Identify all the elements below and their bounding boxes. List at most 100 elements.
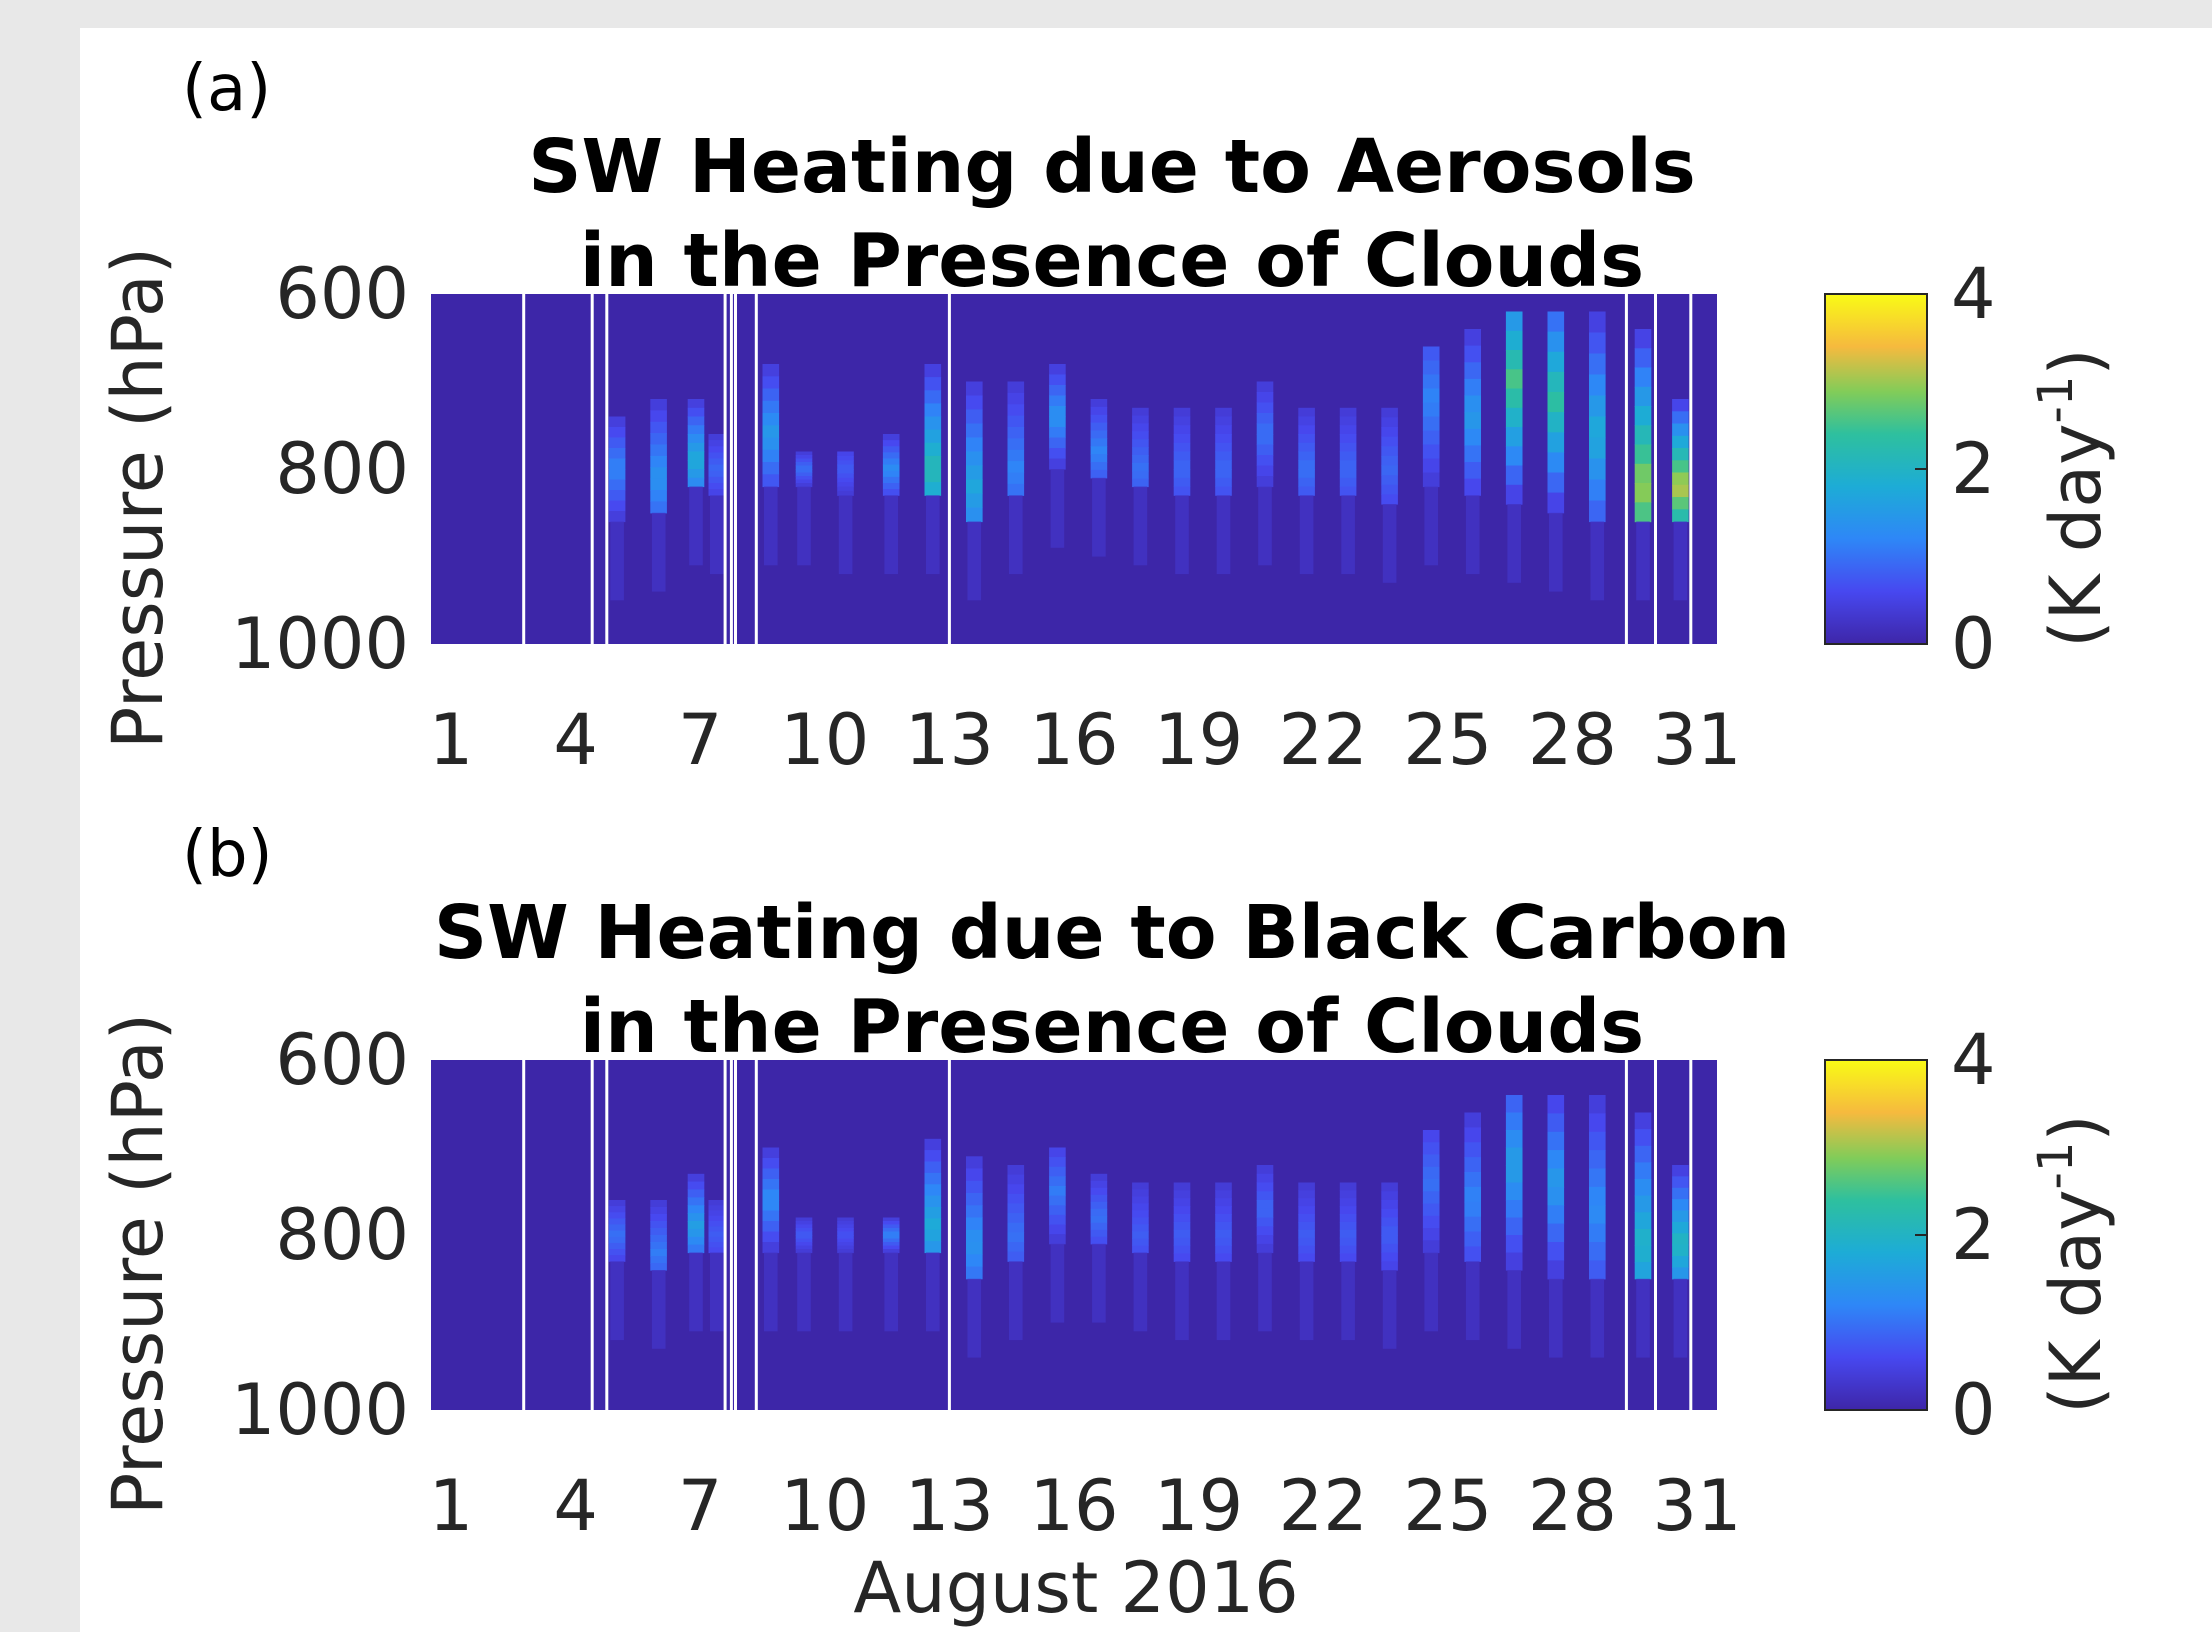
heating-column <box>1422 1130 1440 1332</box>
heating-cell <box>1049 1166 1066 1177</box>
heating-cell <box>1381 494 1398 505</box>
heating-cell <box>1256 1165 1274 1175</box>
heating-cell <box>966 479 983 495</box>
heating-cell <box>882 446 900 453</box>
x-tick-label: 28 <box>1528 699 1617 781</box>
heating-cell <box>1298 477 1315 488</box>
heating-cell <box>708 1205 726 1212</box>
heating-cell <box>1049 1234 1066 1245</box>
heating-cell <box>924 1150 942 1163</box>
heating-cell <box>1298 434 1315 444</box>
heating-cell <box>1464 1216 1481 1233</box>
heating-cell <box>1298 486 1315 496</box>
heating-cell-tail <box>1050 1243 1065 1323</box>
heating-cell <box>966 493 983 509</box>
heating-cell <box>708 434 726 441</box>
heating-column <box>1256 1165 1274 1332</box>
heating-cell-tail <box>1299 495 1314 575</box>
heating-cell <box>650 433 667 446</box>
heating-cell <box>1547 351 1565 373</box>
heating-cell <box>966 1180 983 1194</box>
heating-cell <box>1381 465 1398 476</box>
heating-cell <box>837 455 854 461</box>
heating-cell <box>687 1205 705 1214</box>
heating-cell <box>1090 454 1108 463</box>
heating-cell <box>1256 1182 1274 1192</box>
heating-column <box>1339 407 1357 575</box>
heating-column <box>1049 1147 1066 1323</box>
data-gap-line <box>1624 1060 1628 1410</box>
y-tick-label: 800 <box>275 428 409 510</box>
heating-cell <box>608 1236 626 1244</box>
heating-cell <box>1547 1260 1565 1280</box>
heating-cell <box>1672 448 1689 461</box>
heating-cell <box>650 467 667 480</box>
heating-cell <box>1589 353 1606 376</box>
heating-cell <box>1007 1165 1025 1176</box>
heating-cell-tail <box>689 1252 703 1332</box>
heating-cell-tail <box>1465 495 1480 575</box>
heating-column <box>1173 407 1191 575</box>
x-tick-label: 19 <box>1154 699 1243 781</box>
heating-cell <box>1298 1253 1315 1262</box>
heating-column <box>1298 407 1315 575</box>
heating-cell <box>1464 462 1481 480</box>
heating-column <box>795 451 813 566</box>
heating-cell <box>1173 407 1191 418</box>
heating-cell <box>795 483 813 488</box>
heating-cell <box>1007 392 1025 405</box>
x-tick-label: 22 <box>1279 1465 1368 1547</box>
heating-cell <box>650 1214 667 1222</box>
heating-cell <box>650 410 667 423</box>
heating-cell <box>1339 425 1357 435</box>
heating-cell <box>795 479 813 484</box>
heating-cell <box>1505 484 1523 505</box>
heating-cell <box>1381 417 1398 428</box>
heating-cell <box>650 1256 667 1264</box>
heating-cell <box>882 1221 900 1226</box>
heating-cell <box>708 446 726 453</box>
heating-cell <box>1589 1113 1606 1133</box>
heating-cell <box>882 1242 900 1247</box>
heating-cell <box>882 489 900 496</box>
heating-cell <box>608 1218 626 1226</box>
heating-cell <box>1256 1235 1274 1245</box>
heating-cell <box>882 1238 900 1243</box>
heating-cell <box>1381 1235 1398 1245</box>
heating-cell <box>1589 332 1606 355</box>
heating-cell <box>1505 1112 1523 1131</box>
heating-cell <box>1672 1221 1689 1234</box>
heating-cell <box>1007 461 1025 474</box>
heating-cell <box>1381 436 1398 447</box>
heating-cell <box>687 1181 705 1191</box>
heating-cell <box>1672 460 1689 474</box>
heating-cell <box>687 399 705 409</box>
heating-cell <box>1132 1182 1149 1191</box>
heating-cell <box>837 1217 854 1222</box>
heating-cell <box>1672 411 1689 425</box>
heating-cell <box>1505 311 1523 332</box>
heating-column <box>1505 1095 1523 1349</box>
heating-cell <box>608 490 626 502</box>
heating-cell <box>1215 486 1232 496</box>
heating-cell <box>1007 381 1025 394</box>
heating-cell <box>1464 1186 1481 1203</box>
heating-cell <box>1422 1179 1440 1192</box>
heating-column <box>1339 1182 1357 1341</box>
heating-cell <box>924 455 942 470</box>
heating-cell-tail <box>926 495 940 575</box>
heating-cell-tail <box>1465 1261 1480 1341</box>
heating-cell <box>1547 492 1565 514</box>
heating-column <box>608 416 626 601</box>
heating-cell-tail <box>1424 1252 1438 1332</box>
heating-cell <box>1339 486 1357 496</box>
heating-cell <box>1672 484 1689 498</box>
heating-cell <box>1672 497 1689 510</box>
heating-cell <box>708 1200 726 1206</box>
x-tick-label: 31 <box>1652 1465 1741 1547</box>
heating-cell <box>1422 1240 1440 1254</box>
heating-cell <box>1547 1095 1565 1114</box>
heating-cell <box>1173 1229 1191 1239</box>
heating-cell <box>1215 1206 1232 1215</box>
heating-cell <box>882 458 900 466</box>
